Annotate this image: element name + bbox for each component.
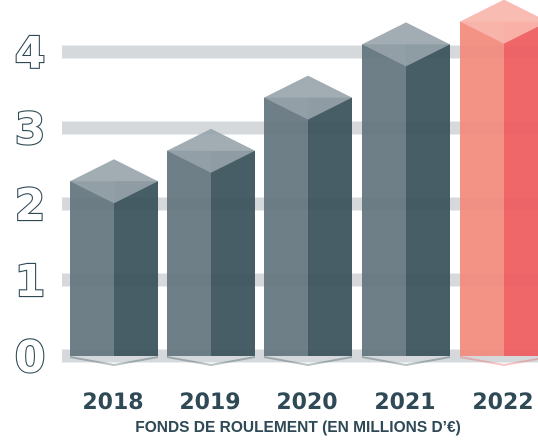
x-tick-label: 2020	[276, 390, 337, 415]
bar-front-face	[460, 21, 504, 356]
bar-2021	[362, 22, 450, 366]
y-axis: 0 1 2 3 4	[14, 27, 47, 384]
bar-top-face	[362, 22, 450, 67]
x-axis: 2018 2019 2020 2021 2022	[82, 390, 533, 415]
bar-side-face	[504, 21, 538, 356]
bar-2018	[70, 159, 158, 366]
x-tick-label: 2022	[472, 390, 533, 415]
bar-base	[264, 356, 352, 366]
y-tick-label: 2	[15, 180, 46, 231]
bar-base	[460, 356, 538, 366]
bar-side-face	[211, 150, 255, 356]
x-tick-label: 2021	[374, 390, 435, 415]
bar-front-face	[264, 97, 308, 356]
x-axis-label: FONDS DE ROULEMENT (EN MILLIONS D’€)	[135, 419, 461, 436]
bar-base	[362, 356, 450, 366]
bar-base	[167, 356, 255, 366]
bar-top-face	[460, 0, 538, 44]
bar-side-face	[114, 181, 158, 356]
y-tick-label: 3	[15, 104, 46, 155]
y-tick-label: 4	[15, 28, 46, 79]
bar-front-face	[167, 150, 211, 356]
bar-2019	[167, 128, 255, 366]
y-tick-label: 0	[15, 332, 46, 383]
bar-front-face	[362, 44, 406, 357]
bar-base	[70, 356, 158, 366]
bar-side-face	[308, 97, 352, 356]
bar-2022	[460, 0, 538, 366]
bar-top-face	[264, 75, 352, 120]
x-tick-label: 2018	[82, 390, 143, 415]
bar-front-face	[70, 181, 114, 356]
bar-side-face	[406, 44, 450, 357]
x-tick-label: 2019	[179, 390, 240, 415]
bar-2020	[264, 75, 352, 366]
bars	[70, 0, 538, 366]
bar-top-face	[70, 159, 158, 204]
y-tick-label: 1	[15, 256, 46, 307]
bar-top-face	[167, 128, 255, 173]
